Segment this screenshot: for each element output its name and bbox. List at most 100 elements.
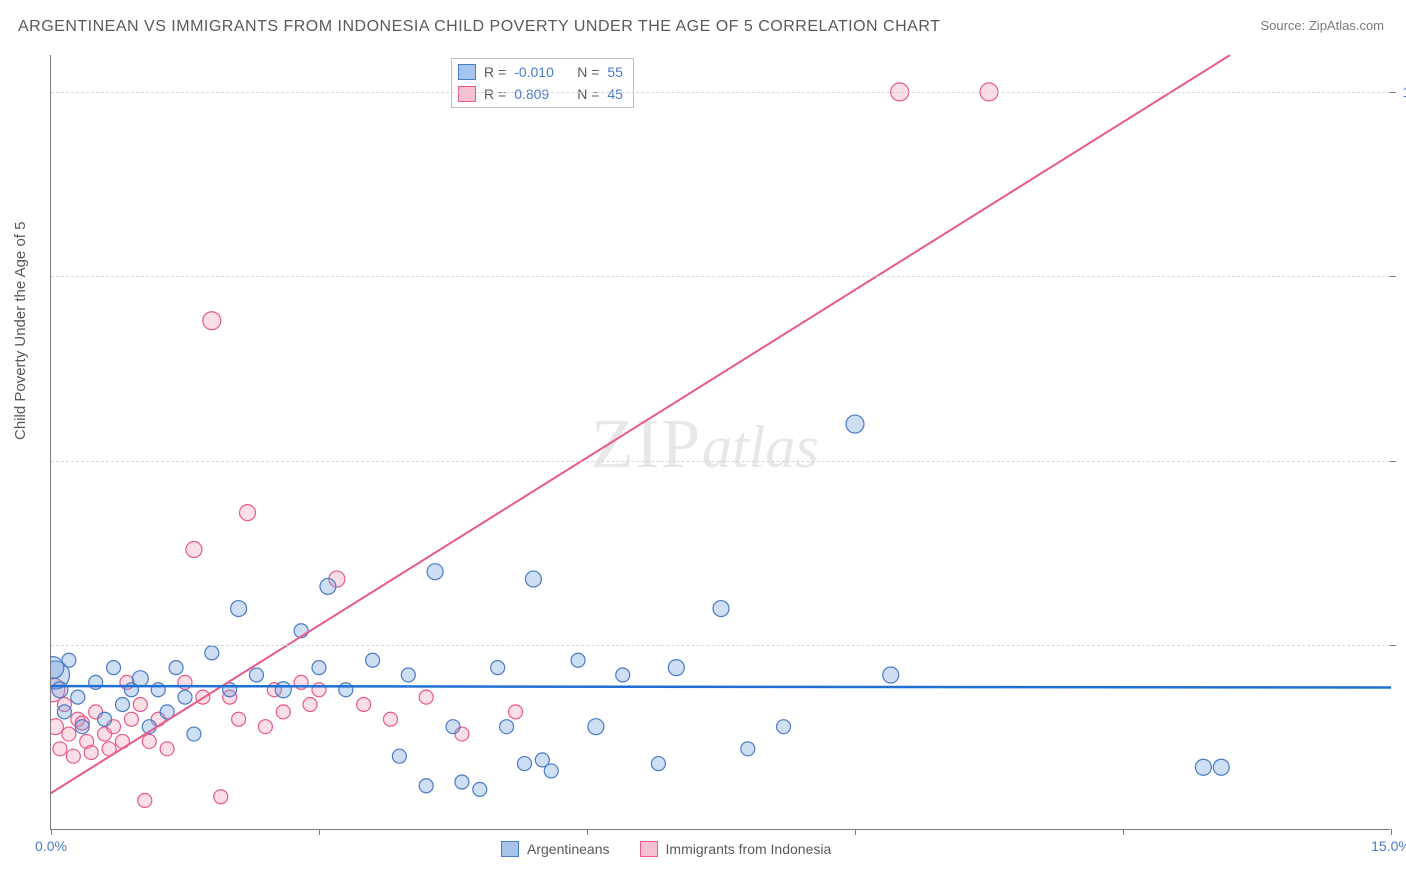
data-point <box>401 668 415 682</box>
data-point <box>138 793 152 807</box>
data-point <box>98 712 112 726</box>
xtick-mark <box>51 829 52 835</box>
regression-line <box>51 686 1391 687</box>
legend-item: Immigrants from Indonesia <box>640 841 832 857</box>
data-point <box>668 660 684 676</box>
data-point <box>84 746 98 760</box>
data-point <box>169 661 183 675</box>
data-point <box>366 653 380 667</box>
series-legend: Argentineans Immigrants from Indonesia <box>501 841 831 857</box>
gridline <box>51 92 1390 93</box>
legend-item: Argentineans <box>501 841 610 857</box>
data-point <box>312 683 326 697</box>
data-point <box>240 505 256 521</box>
data-point <box>473 782 487 796</box>
data-point <box>455 775 469 789</box>
ytick-label: 75.0% <box>1395 268 1406 284</box>
data-point <box>66 749 80 763</box>
legend-label: Immigrants from Indonesia <box>666 841 832 857</box>
data-point <box>312 661 326 675</box>
legend-swatch <box>640 841 658 857</box>
data-point <box>232 712 246 726</box>
ytick-mark <box>1390 92 1396 93</box>
data-point <box>883 667 899 683</box>
data-point <box>777 720 791 734</box>
data-point <box>1195 759 1211 775</box>
data-point <box>71 690 85 704</box>
data-point <box>1213 759 1229 775</box>
plot-area: ZIPatlas R =-0.010N =55R =0.809N =45 25.… <box>50 55 1390 830</box>
data-point <box>571 653 585 667</box>
gridline <box>51 276 1390 277</box>
data-point <box>258 720 272 734</box>
data-point <box>115 698 129 712</box>
data-point <box>178 690 192 704</box>
xtick-mark <box>587 829 588 835</box>
data-point <box>339 683 353 697</box>
legend-label: Argentineans <box>527 841 610 857</box>
data-point <box>124 712 138 726</box>
data-point <box>276 705 290 719</box>
gridline <box>51 645 1390 646</box>
gridline <box>51 461 1390 462</box>
data-point <box>214 790 228 804</box>
ytick-label: 100.0% <box>1395 84 1406 100</box>
ytick-label: 25.0% <box>1395 637 1406 653</box>
data-point <box>107 661 121 675</box>
data-point <box>142 734 156 748</box>
data-point <box>52 682 68 698</box>
data-point <box>419 779 433 793</box>
chart-title: ARGENTINEAN VS IMMIGRANTS FROM INDONESIA… <box>18 18 940 36</box>
data-point <box>383 712 397 726</box>
scatter-svg <box>51 55 1391 830</box>
data-point <box>446 720 460 734</box>
ytick-mark <box>1390 276 1396 277</box>
ytick-mark <box>1390 645 1396 646</box>
data-point <box>713 601 729 617</box>
data-point <box>320 578 336 594</box>
data-point <box>588 719 604 735</box>
data-point <box>491 661 505 675</box>
data-point <box>187 727 201 741</box>
y-axis-label: Child Poverty Under the Age of 5 <box>12 222 29 440</box>
data-point <box>357 698 371 712</box>
data-point <box>133 698 147 712</box>
data-point <box>249 668 263 682</box>
data-point <box>419 690 433 704</box>
ytick-mark <box>1390 461 1396 462</box>
data-point <box>203 312 221 330</box>
data-point <box>500 720 514 734</box>
data-point <box>651 757 665 771</box>
data-point <box>741 742 755 756</box>
data-point <box>231 601 247 617</box>
source-attribution: Source: ZipAtlas.com <box>1260 18 1384 33</box>
regression-line <box>51 55 1230 793</box>
data-point <box>544 764 558 778</box>
xtick-mark <box>1123 829 1124 835</box>
data-point <box>303 698 317 712</box>
xtick-mark <box>319 829 320 835</box>
xtick-mark <box>1391 829 1392 835</box>
xtick-mark <box>855 829 856 835</box>
data-point <box>186 542 202 558</box>
data-point <box>517 757 531 771</box>
data-point <box>616 668 630 682</box>
data-point <box>132 671 148 687</box>
data-point <box>846 415 864 433</box>
data-point <box>205 646 219 660</box>
data-point <box>75 720 89 734</box>
data-point <box>509 705 523 719</box>
data-point <box>392 749 406 763</box>
ytick-label: 50.0% <box>1395 453 1406 469</box>
data-point <box>525 571 541 587</box>
data-point <box>57 705 71 719</box>
data-point <box>151 683 165 697</box>
data-point <box>53 742 67 756</box>
data-point <box>62 727 76 741</box>
xtick-label: 15.0% <box>1371 838 1406 854</box>
legend-swatch <box>501 841 519 857</box>
data-point <box>160 742 174 756</box>
data-point <box>427 564 443 580</box>
data-point <box>275 682 291 698</box>
xtick-label: 0.0% <box>35 838 67 854</box>
